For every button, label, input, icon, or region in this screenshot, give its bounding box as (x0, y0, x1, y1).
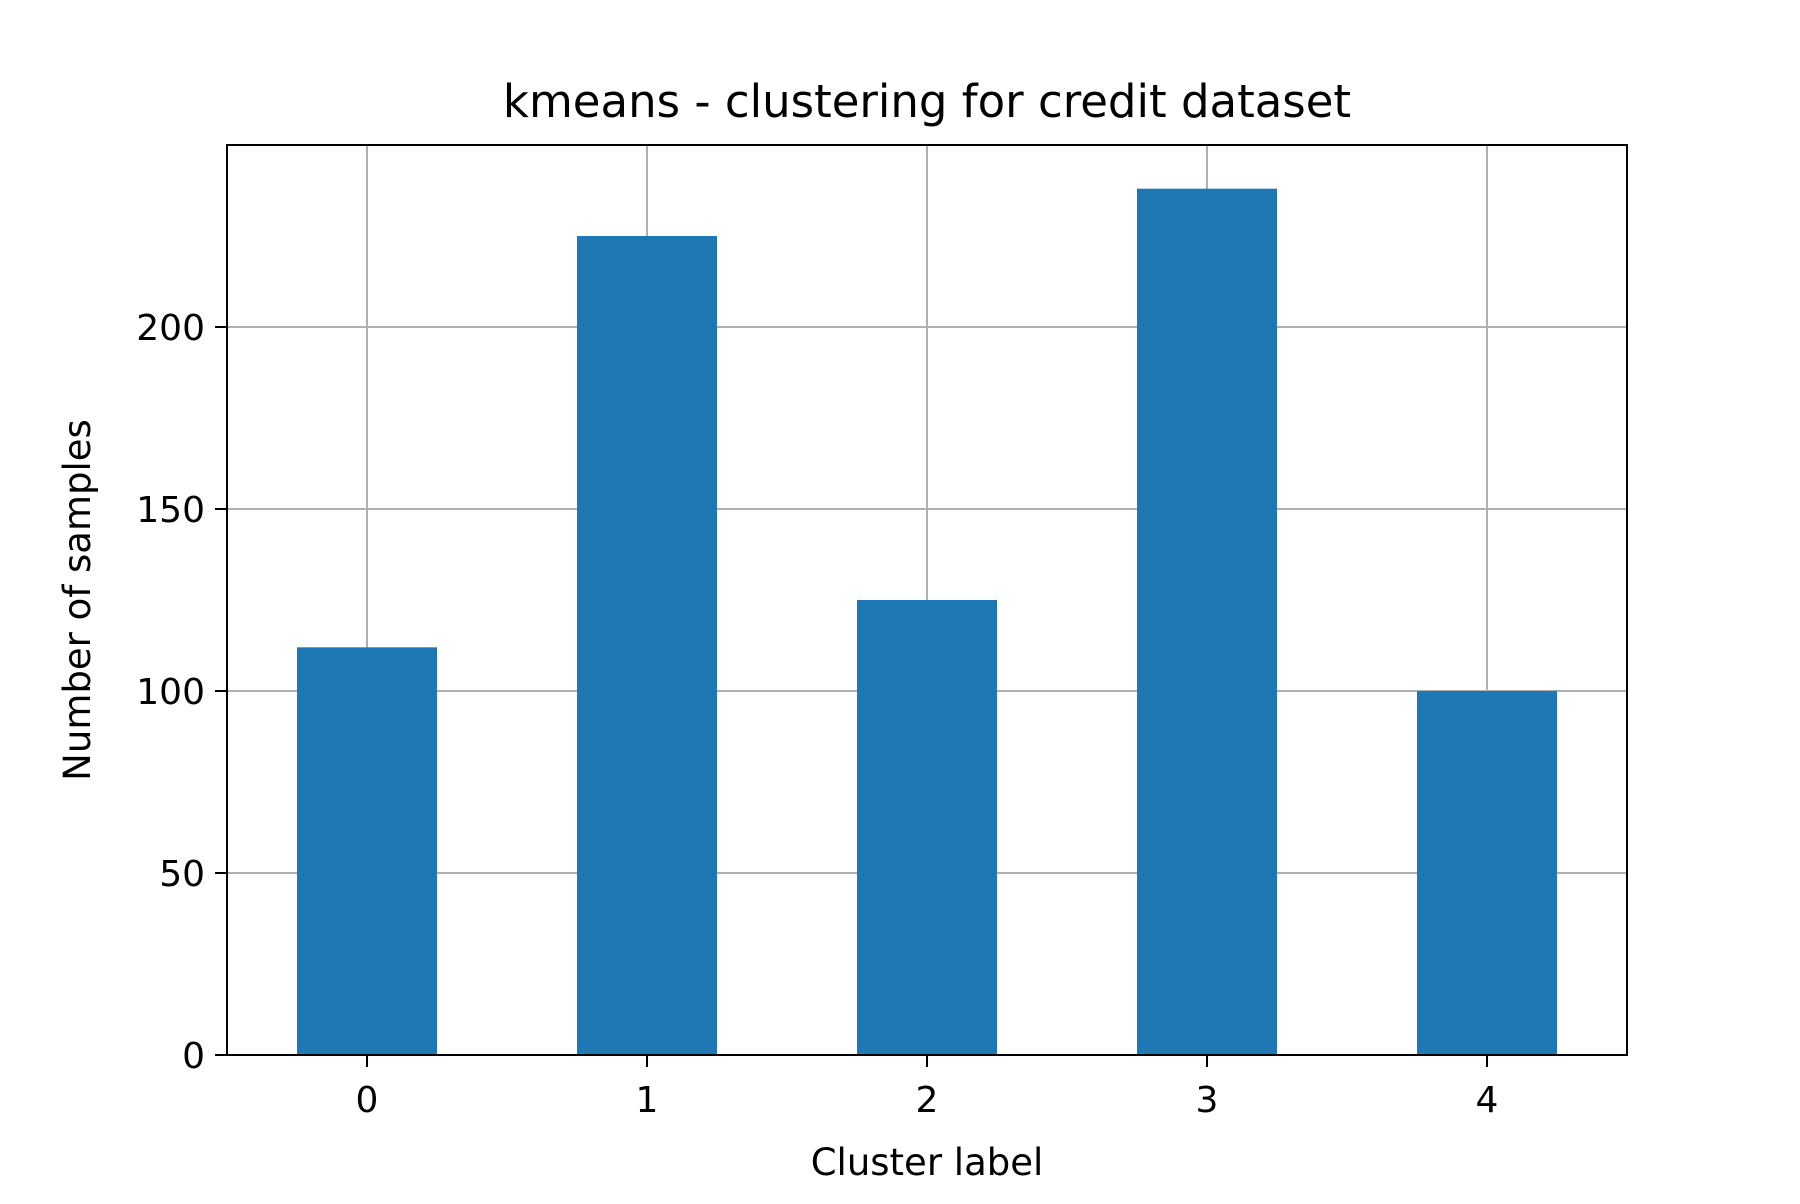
bars (297, 188, 1557, 1055)
x-axis-label: Cluster label (811, 1141, 1044, 1184)
y-tick-label-100: 100 (136, 672, 205, 713)
x-tick-label-3: 3 (1196, 1080, 1219, 1121)
chart-title: kmeans - clustering for credit dataset (503, 75, 1351, 128)
y-tick-label-0: 0 (182, 1036, 205, 1077)
y-axis-label: Number of samples (56, 419, 99, 781)
y-tick-label-50: 50 (159, 854, 205, 895)
bar-cluster-4 (1417, 691, 1557, 1055)
x-tick-label-4: 4 (1476, 1080, 1499, 1121)
y-tick-label-200: 200 (136, 308, 205, 349)
bar-cluster-0 (297, 647, 437, 1055)
x-tick-label-1: 1 (636, 1080, 659, 1121)
bar-cluster-3 (1137, 188, 1277, 1055)
y-tick-label-150: 150 (136, 490, 205, 531)
x-tick-label-0: 0 (356, 1080, 379, 1121)
y-axis-ticks: 0 50 100 150 200 (136, 308, 227, 1077)
x-tick-label-2: 2 (916, 1080, 939, 1121)
bar-cluster-2 (857, 600, 997, 1055)
bar-cluster-1 (577, 236, 717, 1055)
x-axis-ticks: 0 1 2 3 4 (356, 1055, 1499, 1121)
